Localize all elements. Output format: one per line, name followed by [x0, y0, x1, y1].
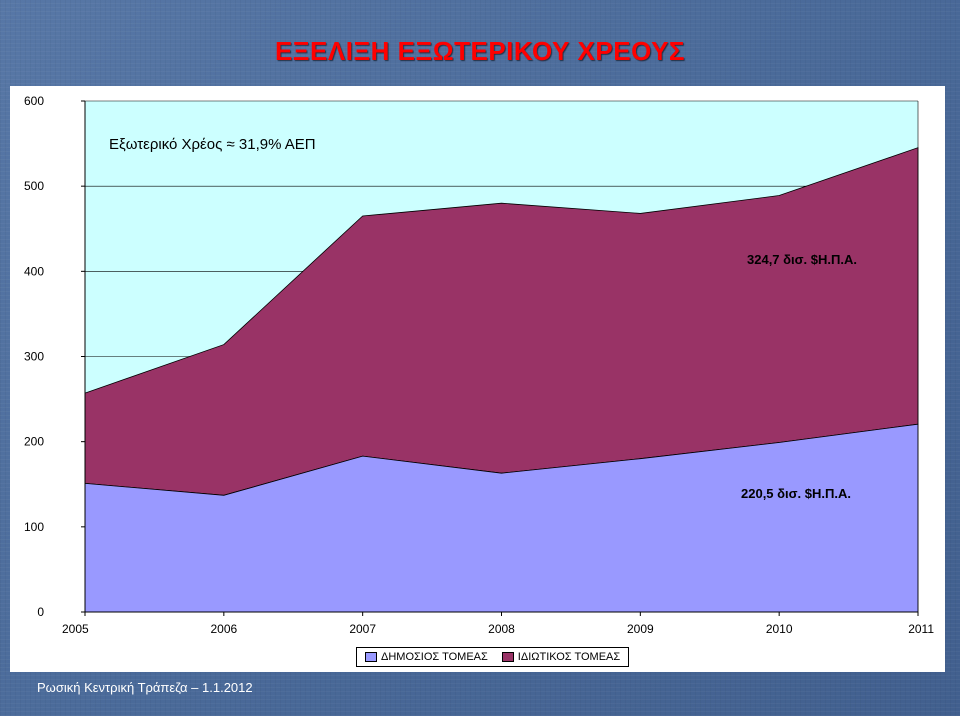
x-tick-label: 2005 — [62, 622, 89, 636]
public-sector-annotation: 220,5 δισ. $Η.Π.Α. — [741, 486, 851, 501]
y-tick-label: 200 — [24, 435, 44, 449]
chart-legend: ΔΗΜΟΣΙΟΣ ΤΟΜΕΑΣ ΙΔΙΩΤΙΚΟΣ ΤΟΜΕΑΣ — [356, 647, 630, 667]
y-tick-label: 0 — [37, 605, 44, 619]
x-tick-label: 2008 — [488, 622, 515, 636]
legend-item-private: ΙΔΙΩΤΙΚΟΣ ΤΟΜΕΑΣ — [501, 651, 621, 663]
y-tick-label: 100 — [24, 520, 44, 534]
x-tick-label: 2011 — [908, 622, 934, 636]
private-sector-annotation: 324,7 δισ. $Η.Π.Α. — [747, 252, 857, 267]
x-tick-label: 2010 — [766, 622, 793, 636]
legend-label-private: ΙΔΙΩΤΙΚΟΣ ΤΟΜΕΑΣ — [517, 651, 621, 663]
legend-swatch-private — [501, 652, 514, 662]
area-chart: 0 100 200 300 400 500 600 2005 2006 2007 2008 2009 2… — [24, 94, 934, 636]
legend-item-public: ΔΗΜΟΣΙΟΣ ΤΟΜΕΑΣ — [365, 651, 488, 663]
chart-subtitle: Εξωτερικό Χρέος ≈ 31,9% ΑΕΠ — [109, 136, 316, 153]
y-tick-label: 500 — [24, 179, 44, 193]
legend-swatch-public — [365, 652, 377, 662]
y-tick-label: 300 — [24, 350, 44, 364]
y-tick-label: 600 — [24, 94, 44, 108]
x-tick-label: 2007 — [349, 622, 376, 636]
label-layer: Εξωτερικό Χρέος ≈ 31,9% ΑΕΠ 324,7 δισ. $… — [109, 136, 857, 501]
slide-title: ΕΞΕΛΙΞΗ ΕΞΩΤΕΡΙΚΟΥ ΧΡΕΟΥΣ — [274, 36, 686, 66]
chart-area: 0 100 200 300 400 500 600 2005 2006 2007 2008 2009 2… — [10, 86, 945, 672]
slide-footer: Ρωσική Κεντρική Τράπεζα – 1.1.2012 — [37, 680, 253, 695]
y-tick-label: 400 — [24, 264, 44, 278]
legend-label-public: ΔΗΜΟΣΙΟΣ ΤΟΜΕΑΣ — [381, 651, 488, 663]
x-tick-label: 2006 — [210, 622, 237, 636]
x-tick-label: 2009 — [627, 622, 654, 636]
axis-layer: 0 100 200 300 400 500 600 2005 2006 2007 2008 2009 2… — [24, 94, 934, 636]
